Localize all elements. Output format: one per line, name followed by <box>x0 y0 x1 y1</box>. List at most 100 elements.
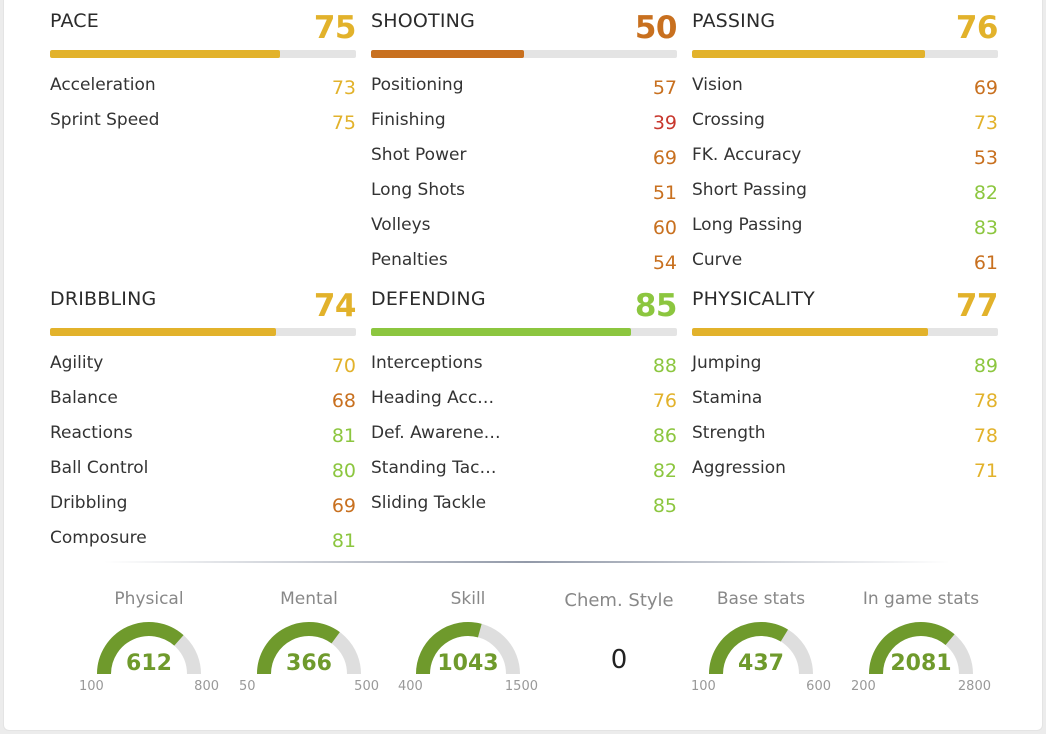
stat-value: 51 <box>652 182 677 204</box>
stat-name: Finishing <box>371 110 446 130</box>
stat-name: Long Passing <box>692 215 803 235</box>
category-progress-bar <box>371 50 677 58</box>
gauge-label: Base stats <box>716 589 806 609</box>
gauge-physical: Physical 612 100 800 <box>79 588 219 698</box>
stat-name: Sliding Tackle <box>371 493 487 513</box>
category-name: PACE <box>50 10 99 32</box>
stat-value: 85 <box>652 495 677 517</box>
stat-row: Positioning 57 <box>371 58 677 99</box>
chem-style-value: 0 <box>610 645 628 675</box>
stat-name: Sprint Speed <box>50 110 160 130</box>
stat-value: 73 <box>973 112 998 134</box>
stat-value: 69 <box>652 147 677 169</box>
stat-name: Positioning <box>371 75 464 95</box>
stat-value: 73 <box>331 77 356 99</box>
category-name: DEFENDING <box>371 288 486 310</box>
category-value: 75 <box>313 10 357 46</box>
stat-name: Heading Acc… <box>371 388 495 408</box>
stat-row: Stamina 78 <box>692 371 998 412</box>
stat-name: Penalties <box>371 250 448 270</box>
category-header: DEFENDING 85 <box>371 278 678 336</box>
gauge-fill <box>416 622 482 675</box>
gauge-max: 1500 <box>504 679 538 694</box>
stat-name: Strength <box>692 423 766 443</box>
stat-value: 89 <box>973 355 998 377</box>
category-progress-fill <box>50 50 280 58</box>
gauge-arc <box>416 622 520 675</box>
stat-row: Finishing 39 <box>371 93 677 134</box>
category-name: DRIBBLING <box>50 288 157 310</box>
stat-name: Balance <box>50 388 118 408</box>
category-header: DRIBBLING 74 <box>50 278 357 336</box>
stat-row: Long Shots 51 <box>371 163 677 204</box>
stat-value: 81 <box>331 530 356 552</box>
category-progress-fill <box>371 328 632 336</box>
category-dribbling: DRIBBLING 74 Agility 70 Balance 68 Reactions… <box>50 278 357 552</box>
stat-list: Acceleration 73 Sprint Speed 75 <box>50 58 356 134</box>
stat-name: Agility <box>50 353 104 373</box>
stat-name: Composure <box>50 528 147 548</box>
stat-name: Def. Awarene… <box>371 423 501 443</box>
gauge-arc <box>257 622 361 675</box>
stat-list: Vision 69 Crossing 73 FK. Accuracy 53 Short Pa… <box>692 58 998 274</box>
gauge-label: In game stats <box>862 589 980 609</box>
gauge-fill <box>869 622 955 675</box>
category-progress-fill <box>371 50 524 58</box>
stat-value: 60 <box>652 217 677 239</box>
stat-value: 68 <box>331 390 356 412</box>
stat-name: Aggression <box>692 458 786 478</box>
stat-list: Positioning 57 Finishing 39 Shot Power 69 Long… <box>371 58 677 274</box>
stat-row: Jumping 89 <box>692 336 998 377</box>
stat-name: Curve <box>692 250 743 270</box>
category-progress-bar <box>50 328 356 336</box>
stat-value: 39 <box>652 112 677 134</box>
gauge-value: 366 <box>286 651 332 676</box>
category-progress-bar <box>692 328 998 336</box>
stat-name: Long Shots <box>371 180 466 200</box>
category-value: 76 <box>955 10 999 46</box>
chem-style-label: Chem. Style <box>564 590 674 611</box>
category-defending: DEFENDING 85 Interceptions 88 Heading Acc…… <box>371 278 678 517</box>
gauge-label: Physical <box>114 589 184 609</box>
category-progress-fill <box>692 328 928 336</box>
stat-list: Agility 70 Balance 68 Reactions 81 Ball Contro… <box>50 336 356 552</box>
gauge-max: 2800 <box>957 679 991 694</box>
category-header: SHOOTING 50 <box>371 0 678 58</box>
category-header: PACE 75 <box>50 0 357 58</box>
stat-row: Def. Awarene… 86 <box>371 406 677 447</box>
stat-name: FK. Accuracy <box>692 145 802 165</box>
stat-row: Volleys 60 <box>371 198 677 239</box>
stat-row: Balance 68 <box>50 371 356 412</box>
category-value: 50 <box>634 10 678 46</box>
gauge-fill <box>709 622 789 675</box>
stat-row: Interceptions 88 <box>371 336 677 377</box>
gauge-skill: Skill 1043 400 1500 <box>398 588 538 698</box>
stat-name: Dribbling <box>50 493 128 513</box>
gauge-max: 800 <box>194 679 219 694</box>
gauge-in-game-stats: In game stats 2081 200 2800 <box>851 588 991 698</box>
category-header: PASSING 76 <box>692 0 999 58</box>
stat-value: 54 <box>652 252 677 274</box>
stat-row: Curve 61 <box>692 233 998 274</box>
stat-value: 57 <box>652 77 677 99</box>
stat-value: 69 <box>973 77 998 99</box>
category-progress-bar <box>371 328 677 336</box>
stat-row: Crossing 73 <box>692 93 998 134</box>
gauge-max: 600 <box>806 679 831 694</box>
stat-row: Sprint Speed 75 <box>50 93 356 134</box>
stat-name: Acceleration <box>50 75 156 95</box>
stat-row: Reactions 81 <box>50 406 356 447</box>
stat-name: Short Passing <box>692 180 807 200</box>
gauge-value: 2081 <box>890 651 952 676</box>
gauge-min: 200 <box>851 679 876 694</box>
stat-row: Dribbling 69 <box>50 476 356 517</box>
category-pace: PACE 75 Acceleration 73 Sprint Speed 75 <box>50 0 357 134</box>
category-name: PHYSICALITY <box>692 288 815 310</box>
stat-name: Crossing <box>692 110 765 130</box>
gauge-arc <box>709 622 813 675</box>
stat-row: Short Passing 82 <box>692 163 998 204</box>
stat-value: 76 <box>652 390 677 412</box>
gauge-label: Skill <box>450 589 486 609</box>
category-progress-fill <box>50 328 277 336</box>
stat-name: Stamina <box>692 388 763 408</box>
